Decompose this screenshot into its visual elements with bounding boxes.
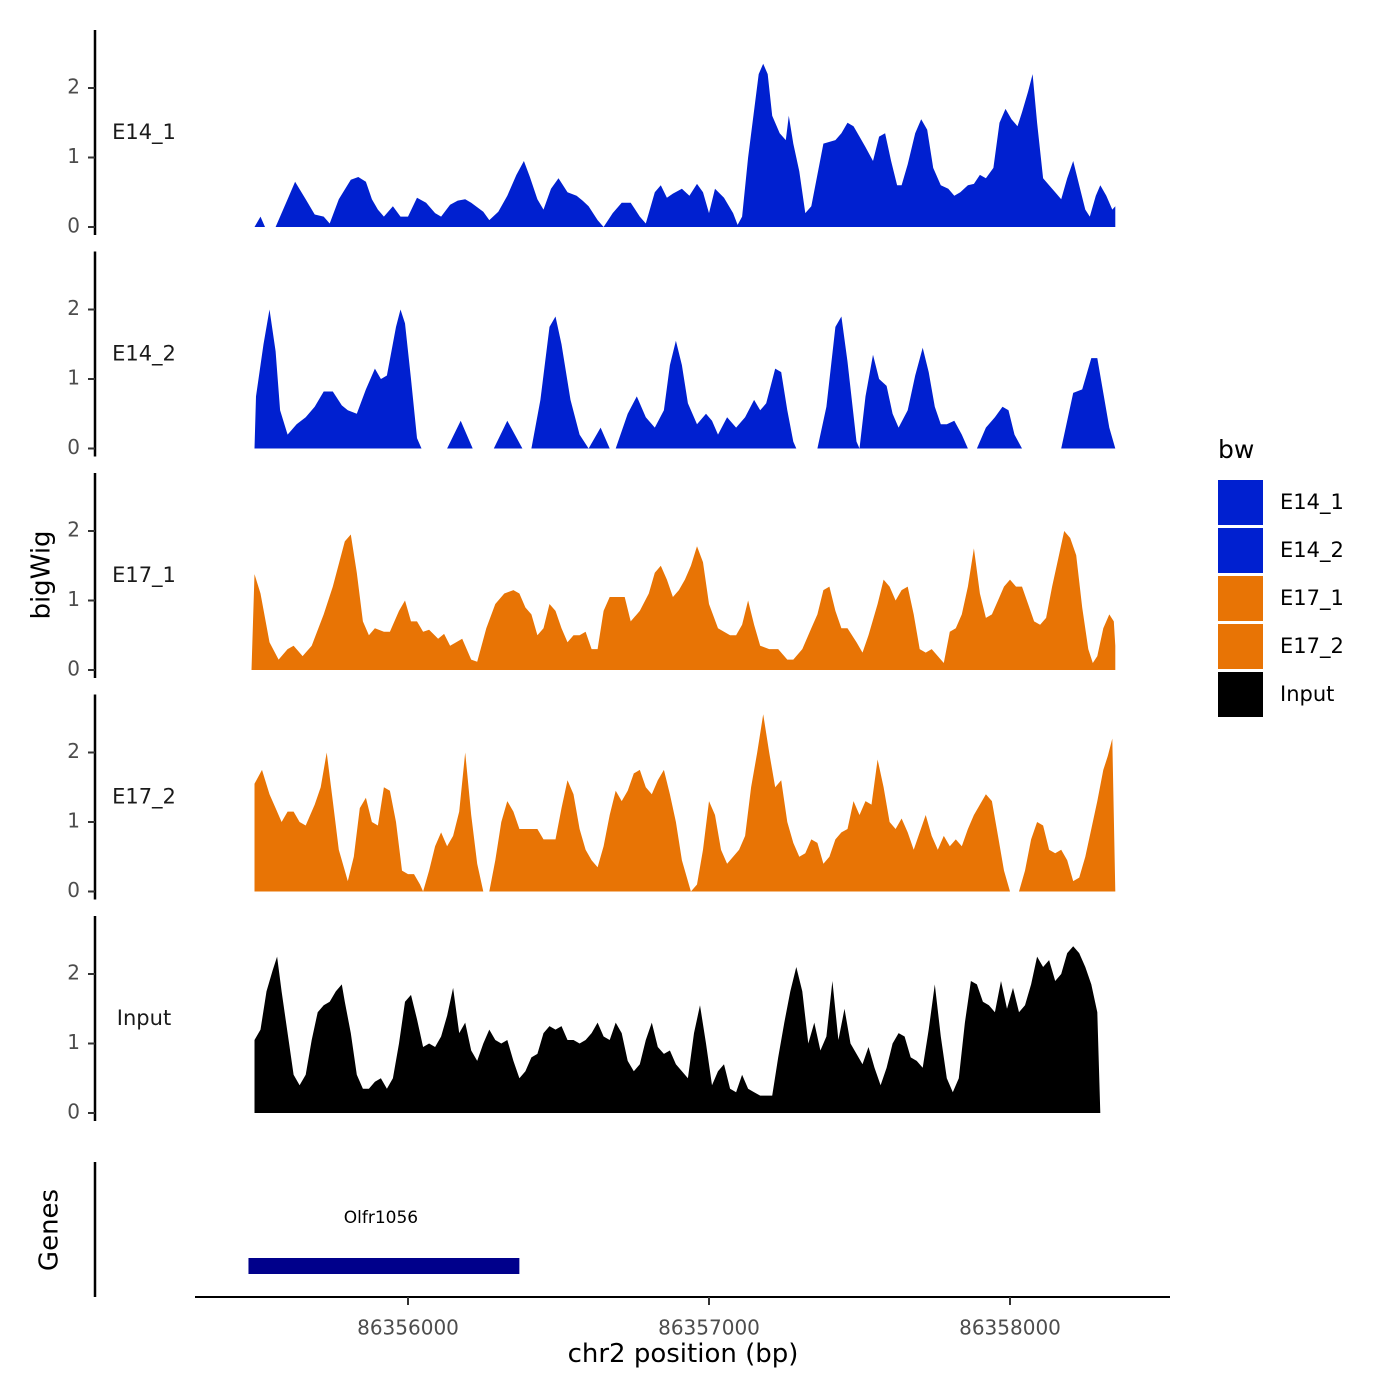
- y-tick-label: 0: [67, 657, 80, 681]
- y-tick-label: 1: [67, 144, 80, 168]
- genes-panel: Genes Olfr1056: [35, 1162, 520, 1297]
- legend-label: Input: [1280, 682, 1334, 706]
- legend-item-e17-1: E17_1: [1218, 576, 1344, 621]
- track-panel-e17-1: 0 1 2 E17_1: [67, 473, 1116, 681]
- y-tick-label: 1: [67, 809, 80, 833]
- y-tick-label: 2: [67, 739, 80, 763]
- y-tick-label: 2: [67, 961, 80, 985]
- legend-label: E17_2: [1280, 634, 1344, 659]
- legend: bw E14_1 E14_2 E17_1 E17_2 Input: [1218, 435, 1344, 717]
- track-panel-input: 0 1 2 Input: [67, 916, 1101, 1124]
- legend-item-e14-1: E14_1: [1218, 480, 1344, 525]
- track-label-e17-1: E17_1: [112, 563, 176, 588]
- legend-item-input: Input: [1218, 672, 1334, 717]
- gene-label-olfr1056: Olfr1056: [344, 1208, 418, 1228]
- track-panel-e17-2: 0 1 2 E17_2: [67, 694, 1116, 902]
- y-tick-label: 1: [67, 587, 80, 611]
- track-label-e17-2: E17_2: [112, 785, 176, 810]
- legend-swatch: [1218, 672, 1263, 717]
- track-area-e14-1: [254, 63, 1116, 228]
- y-axis-title: bigWig: [27, 530, 57, 619]
- y-tick-label: 2: [67, 75, 80, 99]
- legend-label: E14_2: [1280, 538, 1344, 563]
- y-tick-label: 2: [67, 296, 80, 320]
- legend-item-e17-2: E17_2: [1218, 624, 1344, 669]
- legend-label: E14_1: [1280, 490, 1344, 515]
- y-tick-label: 0: [67, 435, 80, 459]
- y-tick-label: 0: [67, 1100, 80, 1124]
- track-area-e17-2: [254, 714, 1116, 892]
- track-label-input: Input: [117, 1006, 171, 1030]
- legend-title: bw: [1218, 435, 1254, 464]
- x-axis-title: chr2 position (bp): [568, 1339, 799, 1369]
- x-axis: chr2 position (bp) 86356000 86357000 86358…: [195, 1296, 1170, 1369]
- y-tick-label: 1: [67, 366, 80, 390]
- legend-swatch: [1218, 624, 1263, 669]
- x-tick-label: 86358000: [959, 1316, 1061, 1340]
- legend-swatch: [1218, 528, 1263, 573]
- y-tick-label: 0: [67, 214, 80, 238]
- legend-swatch: [1218, 576, 1263, 621]
- track-label-e14-1: E14_1: [112, 120, 176, 145]
- track-panel-e14-1: 0 1 2 E14_1: [67, 30, 1116, 238]
- track-label-e14-2: E14_2: [112, 342, 176, 367]
- track-area-e17-1: [251, 531, 1116, 670]
- track-panel-e14-2: 0 1 2 E14_2: [67, 251, 1116, 459]
- track-panels: 0 1 2 E14_1 0 1 2 E14_2 0 1 2 E17_1 0 1 2 E17_2 0 1 2 Input: [67, 30, 1116, 1124]
- legend-swatch: [1218, 480, 1263, 525]
- track-area-input: [254, 946, 1101, 1113]
- y-tick-label: 2: [67, 518, 80, 542]
- legend-label: E17_1: [1280, 586, 1344, 611]
- y-tick-label: 1: [67, 1030, 80, 1054]
- track-area-e14-2: [254, 309, 1116, 449]
- y-tick-label: 0: [67, 878, 80, 902]
- genes-axis-title: Genes: [35, 1189, 65, 1271]
- legend-item-e14-2: E14_2: [1218, 528, 1344, 573]
- x-tick-label: 86357000: [658, 1316, 760, 1340]
- x-tick-label: 86356000: [357, 1316, 459, 1340]
